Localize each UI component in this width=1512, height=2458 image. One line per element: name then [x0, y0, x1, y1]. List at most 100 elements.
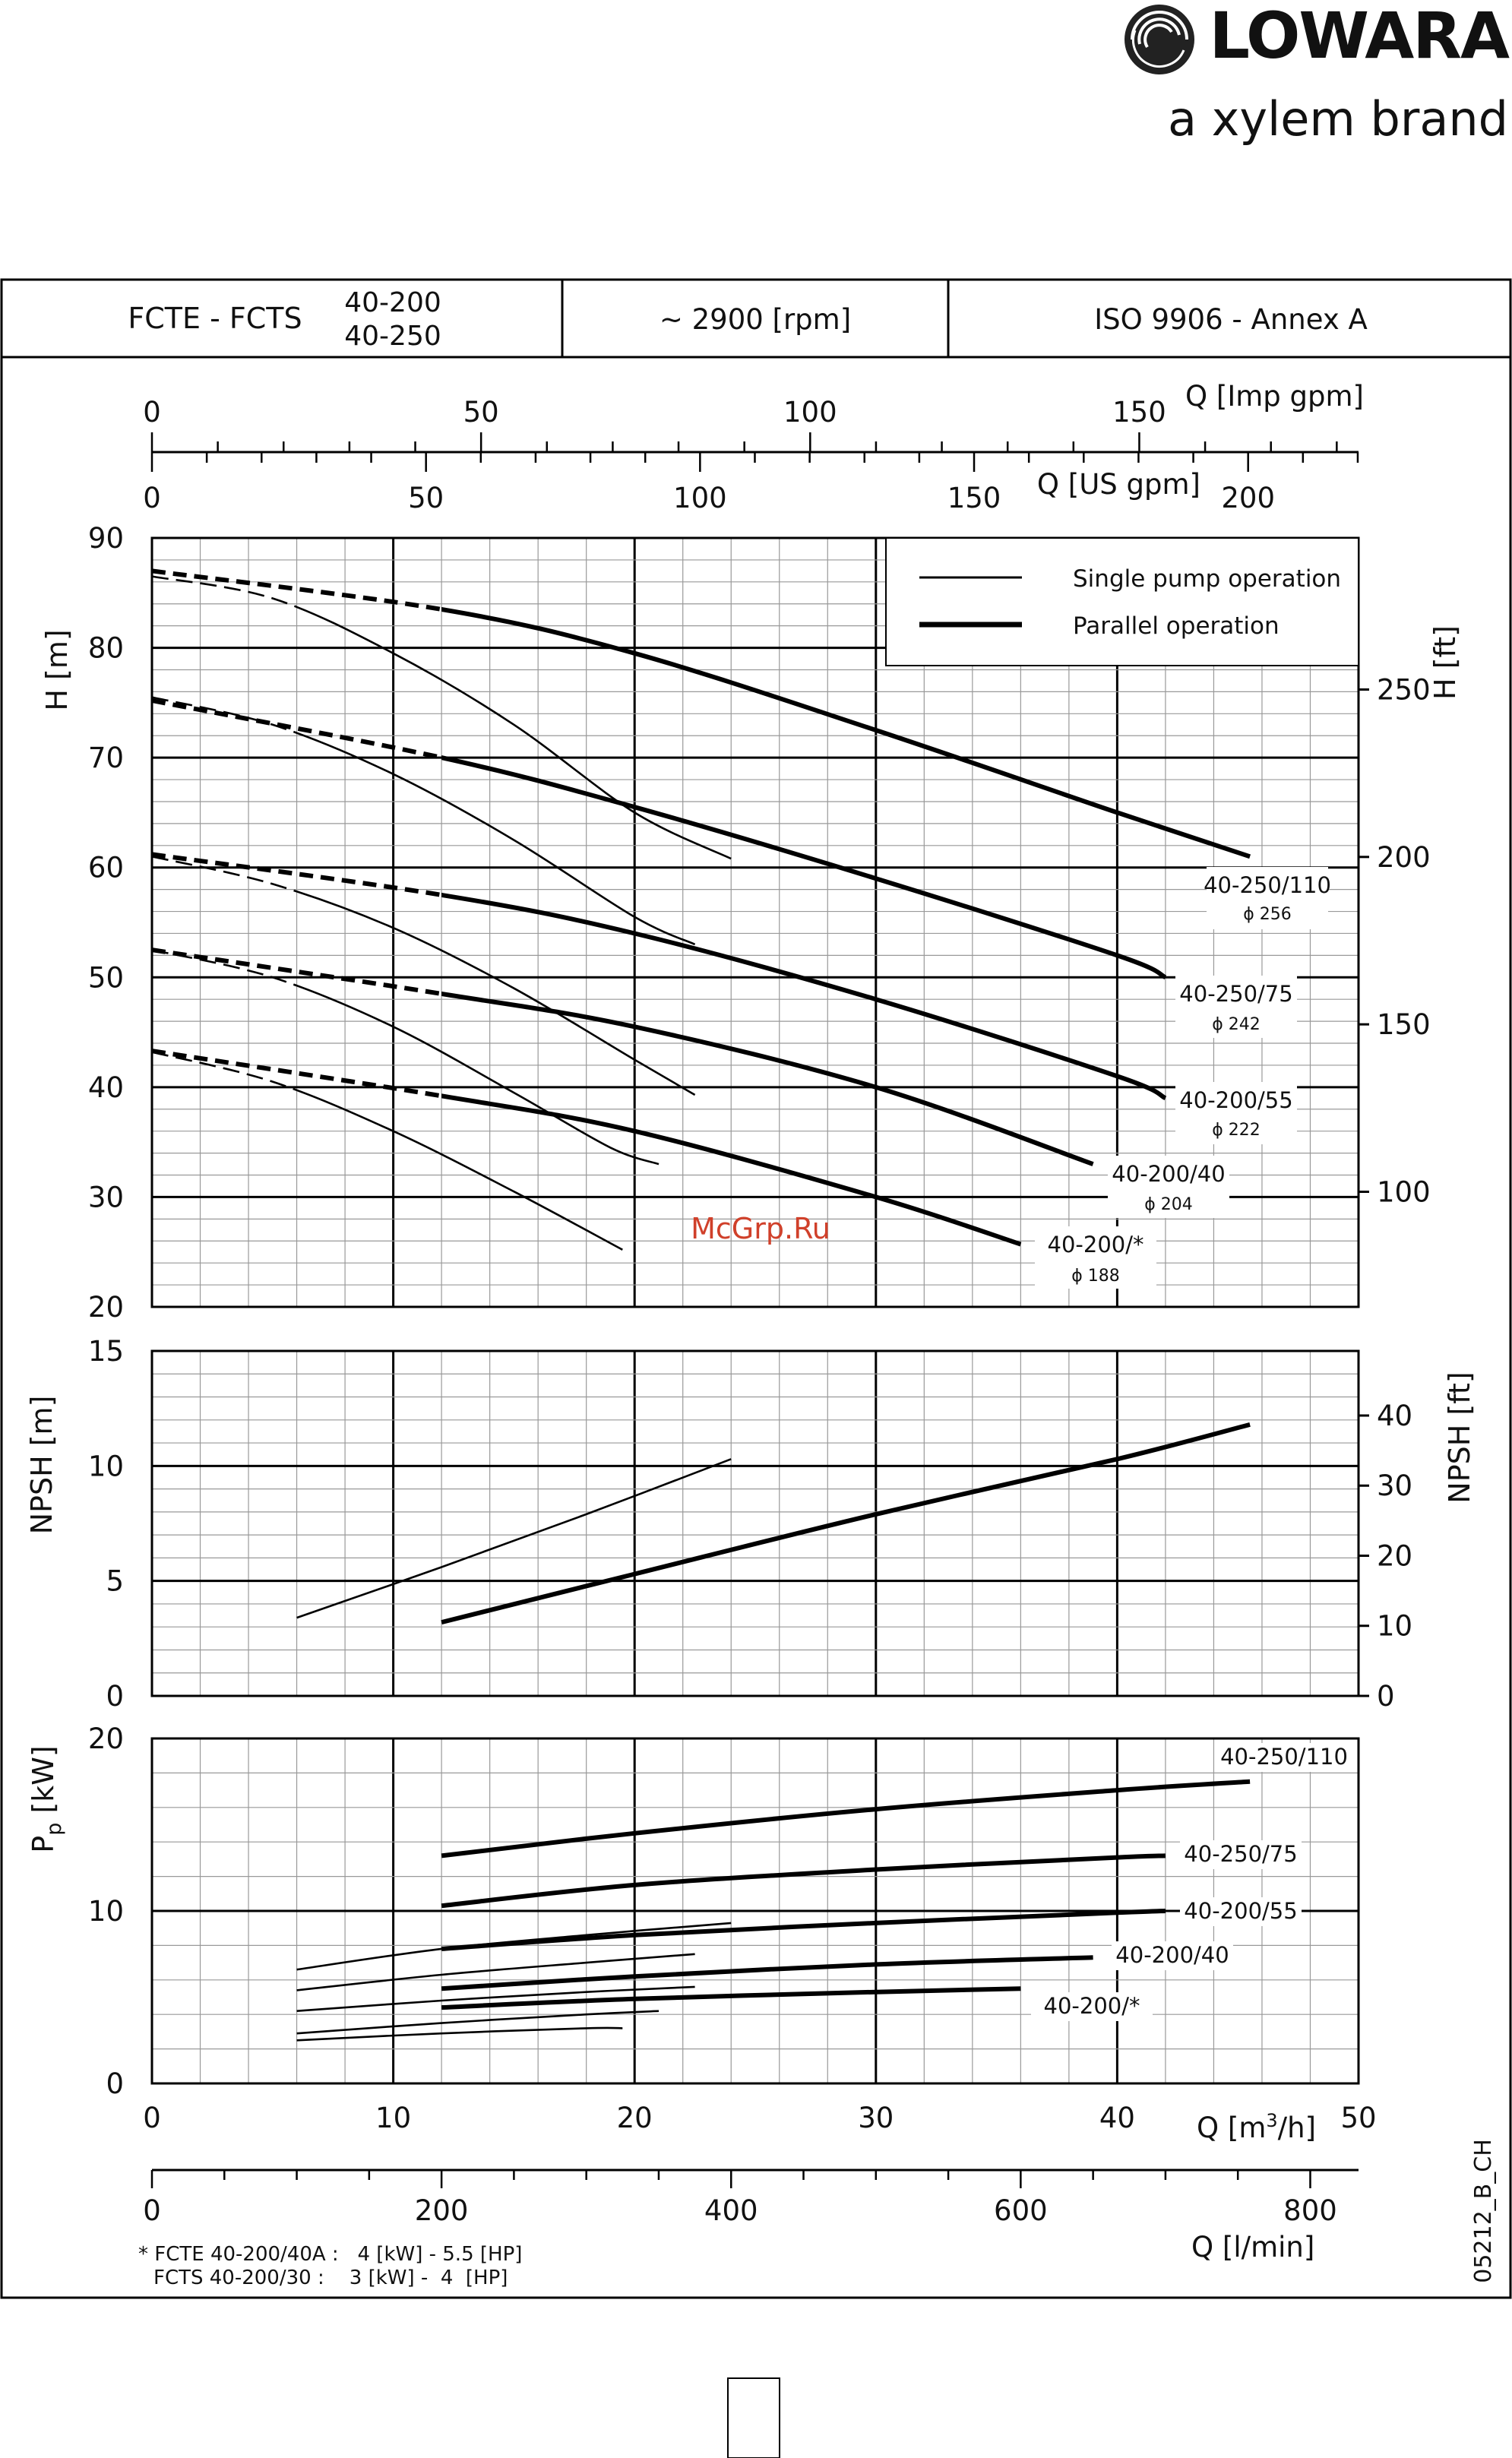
npsh-ft-tick-label: 10	[1377, 1610, 1412, 1643]
q-lmin-label: Q [l/min]	[1191, 2231, 1314, 2263]
q-m3h-tick-label: 50	[1340, 2102, 1376, 2134]
imp-gpm-tick-label: 0	[143, 396, 161, 429]
footnote-line-1: * FCTE 40-200/40A : 4 [kW] - 5.5 [HP]	[138, 2243, 522, 2266]
npsh-panel: NPSH [m] NPSH [ft] 0 5 10 15 0 10 20 30 40	[25, 1335, 1476, 1713]
npsh-plot-area	[150, 1349, 1360, 1697]
y-tick-label: 0	[106, 2067, 124, 2100]
head-curve-40-250-110-single-extrapolated	[152, 575, 297, 609]
head-curve-40-200-parallel	[441, 1093, 1022, 1247]
imp-gpm-tick-label: 100	[783, 396, 837, 429]
npsh-ft-tick-label: 0	[1377, 1680, 1395, 1713]
power-curve-labels: 40-250/110 40-250/75 40-200/55 40-200/40 40-…	[1031, 1743, 1348, 2021]
header-speed: ~ 2900 [rpm]	[660, 303, 851, 336]
head-label-bg	[1108, 1156, 1229, 1218]
p-kw-label: Pp [kW]	[27, 1745, 66, 1852]
power-label-bg	[1031, 1992, 1153, 2021]
head-curve-diameter: ϕ 256	[1243, 905, 1292, 924]
h-ft-tick-label: 100	[1377, 1175, 1431, 1208]
q-m3h-tick-label: 0	[143, 2102, 161, 2134]
head-curve-40-200-55-single-extrapolated	[152, 856, 297, 893]
q-m3h-tick-label: 10	[375, 2102, 411, 2134]
head-label-bg	[1175, 1082, 1297, 1144]
y-tick-label: 20	[88, 1722, 124, 1755]
q-m3h-tick-label: 40	[1099, 2102, 1135, 2134]
power-curve-40-200-55-parallel	[441, 1909, 1166, 1951]
sheet-frame	[0, 278, 1512, 2299]
head-curve-40-250-75-parallel	[441, 755, 1167, 980]
legend: Single pump operation Parallel operation	[885, 537, 1359, 666]
power-plot-area	[150, 1737, 1360, 2085]
head-curve-40-250-110-single	[296, 606, 732, 860]
q-m3h-tick-label: 30	[858, 2102, 894, 2134]
head-curve-label: 40-200/40	[1112, 1161, 1225, 1187]
power-curve-40-250-110-single	[296, 1922, 732, 1971]
q-lmin-tick-label: 800	[1283, 2194, 1337, 2227]
us-gpm-tick-label: 200	[1221, 482, 1275, 514]
npsh-ft-tick-label: 20	[1377, 1539, 1412, 1572]
head-curve-label: 40-250/75	[1179, 981, 1292, 1007]
imp-gpm-tick-label: 150	[1112, 396, 1166, 429]
head-curve-label: 40-200/55	[1179, 1087, 1292, 1113]
head-plot-area	[150, 536, 1360, 1308]
q-lmin-tick-label: 600	[994, 2194, 1048, 2227]
head-curve-40-200-single	[296, 1089, 623, 1251]
lowara-logo: LOWARA a xylem brand	[1125, 0, 1511, 147]
head-curve-40-200-parallel-extrapolated	[152, 1049, 442, 1099]
y-tick-label: 5	[106, 1565, 124, 1598]
head-curve-label: 40-200/*	[1048, 1232, 1144, 1257]
drawing-code: 05212_B_CH	[1470, 2139, 1497, 2283]
us-gpm-label: Q [US gpm]	[1037, 468, 1200, 501]
q-lmin-tick-label: 200	[415, 2194, 469, 2227]
power-curve-label: 40-200/*	[1044, 1993, 1140, 2019]
legend-parallel: Parallel operation	[1073, 612, 1280, 640]
swirl-icon	[1125, 5, 1194, 74]
legend-single: Single pump operation	[1073, 565, 1341, 593]
power-curve-label: 40-250/110	[1220, 1744, 1348, 1770]
y-tick-label: 10	[88, 1450, 124, 1482]
head-curve-diameter: ϕ 222	[1212, 1121, 1261, 1140]
q-m3h-tick-label: 20	[617, 2102, 653, 2134]
power-curve-40-200-40-single	[296, 2010, 660, 2035]
watermark: McGrp.Ru	[691, 1212, 830, 1245]
head-curve-40-250-110-parallel	[441, 606, 1251, 859]
y-tick-label: 20	[88, 1291, 124, 1324]
h-m-label: H [m]	[40, 629, 74, 710]
head-curve-labels: 40-250/110 ϕ 256 40-250/75 ϕ 242 40-200/55 ϕ …	[1035, 867, 1331, 1289]
head-curve-40-200-55-single	[296, 890, 696, 1096]
head-curve-diameter: ϕ 204	[1144, 1195, 1193, 1214]
y-tick-label: 15	[88, 1335, 124, 1368]
imp-gpm-axis: Q [Imp gpm] 0 50 100 150	[143, 380, 1364, 454]
y-tick-label: 30	[88, 1181, 124, 1213]
npsh-curves	[296, 1422, 1251, 1625]
head-curve-40-250-75-single-extrapolated	[152, 696, 297, 734]
head-curves	[152, 568, 1251, 1251]
q-m3h-label: Q [m3/h]	[1197, 2110, 1316, 2144]
head-curve-40-200-55-parallel-extrapolated	[152, 852, 442, 897]
head-curve-40-200-55-parallel	[441, 892, 1167, 1101]
h-ft-tick-label: 150	[1377, 1008, 1431, 1041]
y-tick-label: 70	[88, 742, 124, 774]
brand-name: LOWARA	[1209, 0, 1510, 73]
npsh-ft-label: NPSH [ft]	[1443, 1371, 1476, 1503]
npsh-grid	[150, 1349, 1360, 1697]
power-label-bg	[1180, 1840, 1302, 1869]
power-curve-label: 40-250/75	[1184, 1841, 1297, 1867]
q-m3h-axis: Q [m3/h] 0 10 20 30 40 50	[143, 2102, 1376, 2144]
power-curve-label: 40-200/55	[1184, 1898, 1297, 1924]
us-gpm-axis: Q [US gpm] 0 50 100 150 200	[143, 452, 1359, 539]
footnote-line-2: FCTS 40-200/30 : 3 [kW] - 4 [HP]	[153, 2267, 508, 2289]
head-curve-40-200-40-single-extrapolated	[152, 948, 297, 987]
power-curve-40-200-40-parallel	[441, 1955, 1093, 1991]
y-tick-label: 40	[88, 1071, 124, 1104]
power-curve-40-200-parallel	[441, 1986, 1021, 2010]
us-gpm-tick-label: 150	[947, 482, 1001, 514]
head-curve-40-250-75-parallel-extrapolated	[152, 698, 442, 761]
head-curve-40-250-75-single	[296, 732, 696, 946]
header-size-1: 40-200	[344, 287, 441, 318]
head-curve-40-200-single-extrapolated	[152, 1051, 297, 1092]
y-tick-label: 80	[88, 632, 124, 665]
y-tick-label: 0	[106, 1680, 124, 1713]
q-lmin-axis: Q [l/min] 0 200 400 600 800	[143, 2169, 1359, 2263]
power-curve-40-250-110-parallel	[441, 1779, 1251, 1859]
